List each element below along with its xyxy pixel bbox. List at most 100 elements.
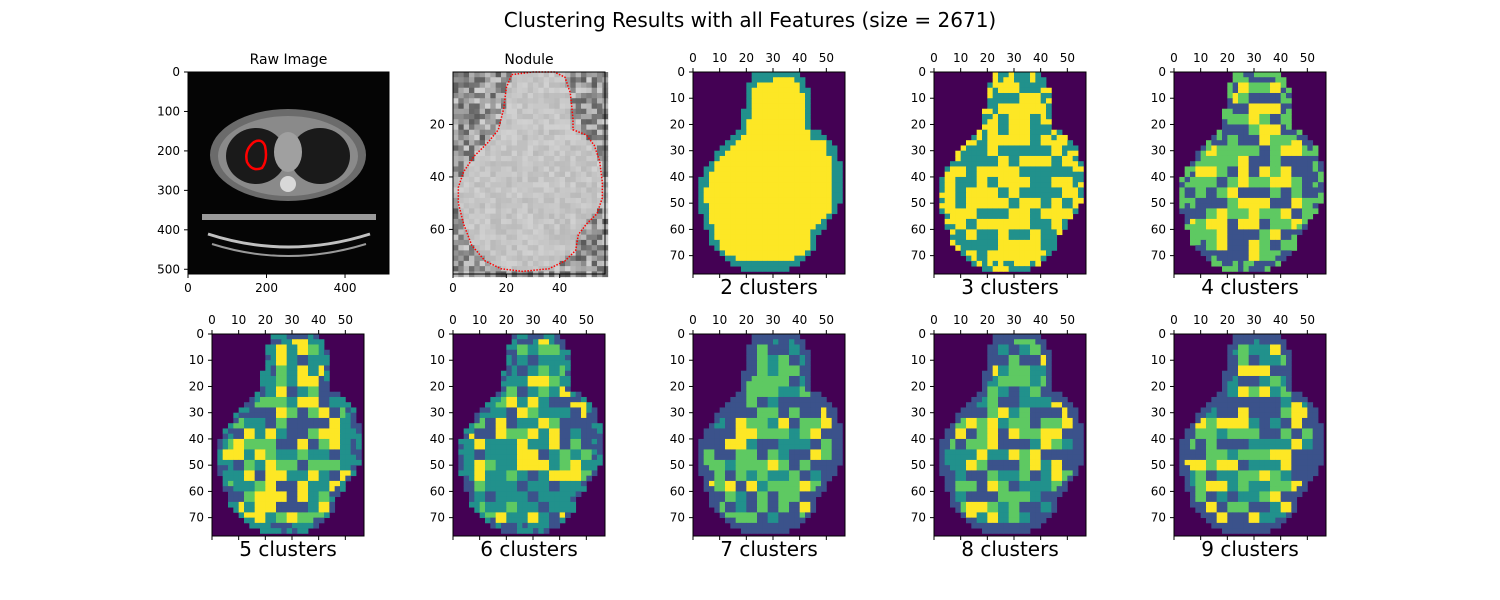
heatmap-cell xyxy=(522,465,529,471)
heatmap-cell xyxy=(757,129,763,136)
heatmap-cell xyxy=(1200,234,1207,241)
heatmap-cell xyxy=(837,192,843,199)
y-tick-label: 50 xyxy=(430,458,445,472)
heatmap-cell xyxy=(324,428,330,435)
heatmap-cell xyxy=(767,72,774,78)
heatmap-cell xyxy=(302,496,309,503)
heatmap-cell xyxy=(1035,103,1042,110)
heatmap-cell xyxy=(549,344,555,351)
heatmap-cell xyxy=(490,512,497,519)
heatmap-cell xyxy=(329,465,336,471)
nodule-pixel xyxy=(479,124,486,131)
nodule-pixel xyxy=(506,108,513,115)
heatmap-cell xyxy=(966,182,972,188)
heatmap-cell xyxy=(955,245,962,251)
heatmap-cell xyxy=(1014,77,1020,83)
nodule-pixel xyxy=(463,239,470,246)
nodule-pixel xyxy=(554,255,561,262)
heatmap-cell xyxy=(260,381,266,387)
nodule-pixel xyxy=(543,208,550,215)
heatmap-cell xyxy=(1040,255,1047,262)
heatmap-cell xyxy=(570,417,577,424)
heatmap-cell xyxy=(1035,250,1042,257)
heatmap-cell xyxy=(1024,124,1031,131)
heatmap-cell xyxy=(783,234,790,241)
heatmap-cell xyxy=(1024,140,1031,146)
heatmap-cell xyxy=(1238,239,1244,246)
heatmap-cell xyxy=(233,417,240,424)
heatmap-cell xyxy=(719,145,726,152)
heatmap-cell xyxy=(1286,92,1292,99)
heatmap-cell xyxy=(1222,239,1228,246)
heatmap-cell xyxy=(565,360,571,366)
nodule-pixel xyxy=(538,192,545,199)
heatmap-cell xyxy=(318,360,325,366)
heatmap-cell xyxy=(1270,129,1276,136)
heatmap-cell xyxy=(976,203,983,209)
nodule-pixel xyxy=(591,72,598,78)
nodule-pixel xyxy=(543,134,550,141)
heatmap-cell xyxy=(709,187,715,194)
heatmap-cell xyxy=(714,166,721,173)
heatmap-cell xyxy=(265,417,272,424)
nodule-pixel xyxy=(549,77,555,83)
nodule-pixel xyxy=(506,255,513,262)
nodule-pixel xyxy=(549,87,555,94)
nodule-pixel xyxy=(517,77,523,83)
heatmap-cell xyxy=(971,140,978,146)
heatmap-cell xyxy=(265,402,272,408)
heatmap-cell xyxy=(479,465,486,471)
heatmap-cell xyxy=(982,166,988,173)
heatmap-cell xyxy=(1019,103,1026,110)
heatmap-cell xyxy=(789,103,795,110)
heatmap-cell xyxy=(1302,197,1308,204)
heatmap-cell xyxy=(527,465,534,471)
heatmap-cell xyxy=(1227,155,1234,162)
heatmap-cell xyxy=(324,365,330,372)
heatmap-cell xyxy=(292,417,298,424)
heatmap-cell xyxy=(1003,171,1010,178)
heatmap-cell xyxy=(1040,192,1047,199)
heatmap-cell xyxy=(527,522,534,529)
heatmap-cell xyxy=(1232,140,1239,146)
heatmap-cell xyxy=(1051,129,1058,136)
heatmap-cell xyxy=(244,480,250,487)
heatmap-cell xyxy=(517,486,523,492)
heatmap-cell xyxy=(1008,203,1015,209)
nodule-pixel xyxy=(490,176,497,183)
nodule-pixel xyxy=(458,218,465,225)
heatmap-cell xyxy=(511,522,518,529)
heatmap-cell xyxy=(549,370,555,377)
heatmap-cell xyxy=(244,402,250,408)
y-tick-label: 0 xyxy=(437,327,445,341)
heatmap-cell xyxy=(1030,119,1036,125)
nodule-pixel xyxy=(570,161,577,167)
heatmap-cell xyxy=(1254,218,1260,225)
nodule-pixel xyxy=(586,82,593,89)
nodule-pixel xyxy=(511,234,518,241)
heatmap-cell xyxy=(998,77,1004,83)
heatmap-cell xyxy=(222,428,229,435)
heatmap-cell xyxy=(1248,218,1255,225)
heatmap-cell xyxy=(233,433,240,440)
nodule-pixel xyxy=(559,161,566,167)
heatmap-cell xyxy=(810,187,817,194)
nodule-pixel xyxy=(490,239,497,246)
heatmap-cell xyxy=(987,234,994,241)
heatmap-cell xyxy=(517,480,523,487)
heatmap-cell xyxy=(810,145,817,152)
heatmap-cell xyxy=(238,465,245,471)
nodule-pixel xyxy=(533,145,539,152)
heatmap-cell xyxy=(1222,234,1228,241)
nodule-pixel xyxy=(458,208,465,215)
heatmap-cell xyxy=(837,182,843,188)
heatmap-cell xyxy=(329,444,336,450)
heatmap-cell xyxy=(1184,192,1191,199)
heatmap-cell xyxy=(276,480,282,487)
heatmap-cell xyxy=(1051,150,1058,157)
heatmap-cell xyxy=(1046,150,1052,157)
heatmap-cell xyxy=(533,517,539,524)
heatmap-cell xyxy=(966,234,972,241)
heatmap-cell xyxy=(1206,161,1212,167)
heatmap-cell xyxy=(575,470,582,477)
